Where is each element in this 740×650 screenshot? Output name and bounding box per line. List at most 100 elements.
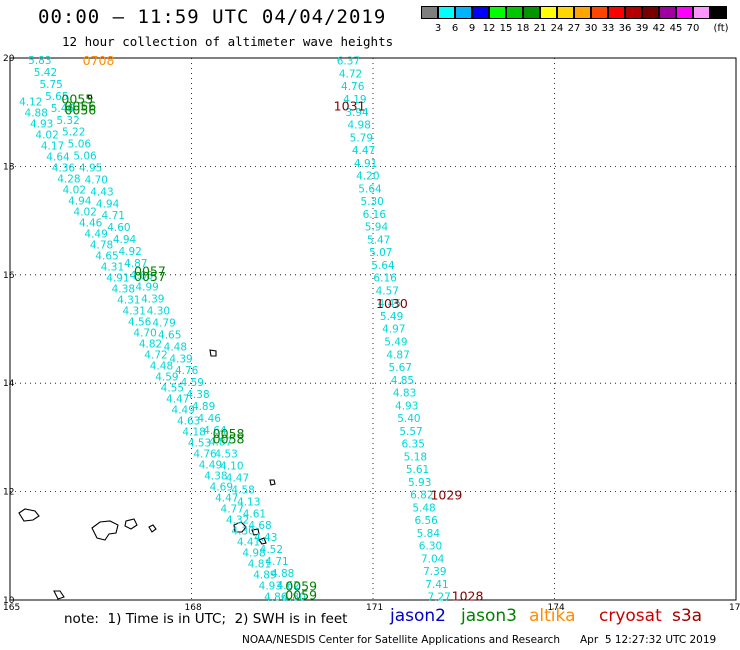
satellite-s3a-label: s3a — [672, 606, 703, 626]
legend-unit: (ft) — [713, 23, 729, 34]
lat-tick-label: 18 — [3, 162, 15, 172]
lon-tick-label: 174 — [548, 603, 565, 613]
wave-height-value: 4.69 — [210, 482, 233, 494]
wave-height-value: 6.16 — [373, 273, 397, 285]
wave-height-value: 5.49 — [380, 311, 403, 323]
pass-time-label: 0057 — [134, 263, 166, 278]
pass-time-label: 0056 — [64, 102, 96, 117]
wave-height-value: 4.20 — [356, 171, 379, 183]
wave-height-value: 4.93 — [30, 118, 53, 130]
wave-height-value: 4.57 — [376, 285, 399, 297]
legend-tick-label: 3 — [434, 23, 442, 34]
lon-tick-label: 177 — [729, 603, 740, 613]
wave-height-value: 4.38 — [204, 471, 227, 483]
wave-height-value: 4.10 — [220, 461, 243, 473]
legend-swatch — [557, 6, 574, 19]
wave-height-value: 6.35 — [402, 439, 425, 451]
wave-height-value: 5.18 — [404, 451, 427, 463]
wave-height-value: 5.07 — [369, 247, 392, 259]
island-outline — [148, 524, 157, 533]
wave-height-value: 5.32 — [56, 115, 79, 127]
wave-height-value: 4.91 — [106, 272, 129, 284]
satellite-cryosat-label: cryosat — [599, 606, 662, 626]
legend-tick-label: 27 — [567, 23, 581, 34]
wave-height-value: 6.37 — [337, 56, 360, 68]
wave-height-value: 5.48 — [412, 502, 435, 514]
wave-height-value: 4.88 — [25, 107, 48, 119]
legend-swatch — [625, 6, 642, 19]
wave-height-value: 5.65 — [45, 91, 68, 103]
lat-tick-label: 16 — [3, 271, 15, 281]
wave-height-value: 5.40 — [397, 413, 420, 425]
legend-tick-label: 39 — [635, 23, 649, 34]
wave-height-value: 6.56 — [414, 515, 438, 527]
legend-swatch — [438, 6, 455, 19]
wave-height-value: 4.65 — [95, 250, 118, 262]
wave-height-value: 4.81 — [248, 559, 271, 571]
legend-tick-label: 6 — [451, 23, 459, 34]
wave-height-value: 4.13 — [237, 496, 260, 508]
wave-height-value: 4.83 — [393, 388, 416, 400]
wave-height-value: 4.85 — [391, 375, 414, 387]
wave-height-value: 4.43 — [254, 532, 277, 544]
wave-height-value: 4.53 — [214, 449, 237, 461]
wave-height-value: 4.86 — [264, 592, 288, 604]
legend-swatch — [574, 6, 591, 19]
wave-height-value: 4.38 — [186, 389, 209, 401]
wave-height-value: 4.68 — [248, 520, 271, 532]
wave-height-value: 4.48 — [164, 341, 187, 353]
wave-height-value: 4.95 — [79, 162, 102, 174]
lat-tick-label: 20 — [3, 54, 15, 64]
wave-height-value: 5.49 — [384, 336, 407, 348]
wave-height-value: 4.72 — [144, 350, 167, 362]
wave-height-value: 4.53 — [188, 438, 211, 450]
wave-height-value: 4.70 — [85, 174, 108, 186]
wave-height-value: 4.48 — [150, 361, 173, 373]
wave-height-value: 4.49 — [172, 405, 195, 417]
wave-height-value: 4.98 — [348, 120, 371, 132]
wave-height-value: 5.30 — [360, 196, 383, 208]
legend-tick-label: 9 — [468, 23, 476, 34]
wave-height-value: 4.47 — [226, 473, 249, 485]
wave-height-value: 4.49 — [199, 460, 222, 472]
pass-time-label: 1029 — [430, 487, 462, 502]
wave-height-value: 5.47 — [367, 234, 390, 246]
wave-height-value: 4.02 — [74, 206, 97, 218]
wave-height-value: 4.77 — [221, 504, 244, 516]
page-title: 00:00 — 11:59 UTC 04/04/2019 — [38, 6, 387, 28]
wave-height-value: 4.46 — [79, 217, 103, 229]
wave-height-value: 5.93 — [408, 477, 431, 489]
wave-height-value: 4.28 — [57, 173, 80, 185]
satellite-jason2-label: jason2 — [390, 606, 446, 626]
wave-height-value: 4.63 — [177, 416, 200, 428]
wave-height-value: 4.88 — [271, 568, 294, 580]
satellite-jason3-label: jason3 — [461, 606, 517, 626]
legend-tick-label: 24 — [550, 23, 564, 34]
wave-height-value: 4.89 — [192, 401, 215, 413]
wave-height-value: 4.38 — [112, 284, 135, 296]
wave-height-value: 4.39 — [141, 294, 164, 306]
legend-swatch — [455, 6, 472, 19]
wave-height-value: 4.76 — [193, 449, 217, 461]
wave-height-value: 4.52 — [260, 544, 283, 556]
wave-height-value: 4.49 — [84, 228, 107, 240]
wave-height-value: 4.87 — [124, 258, 147, 270]
legend-tick-label: 70 — [686, 23, 700, 34]
island-outline — [251, 528, 260, 536]
legend-swatch — [676, 6, 693, 19]
wave-height-value: 4.18 — [182, 427, 205, 439]
wave-height-value: 4.89 — [253, 570, 276, 582]
legend-swatch — [659, 6, 676, 19]
credit-text: NOAA/NESDIS Center for Satellite Applica… — [242, 634, 560, 646]
wave-height-value: 4.97 — [382, 324, 405, 336]
wave-height-value: 4.02 — [35, 129, 58, 141]
wave-height-value: 4.64 — [46, 151, 70, 163]
wave-height-value: 4.47 — [352, 145, 375, 157]
pass-time-label: 1031 — [334, 99, 366, 114]
generated-timestamp: Apr 5 12:27:32 UTC 2019 — [580, 634, 717, 646]
wave-height-value: 5.94 — [365, 222, 389, 234]
wave-height-value: 4.31 — [117, 295, 140, 307]
wave-height-value: 4.94 — [96, 198, 120, 210]
wave-height-value: 6.16 — [363, 209, 387, 221]
island-outline — [258, 537, 267, 545]
